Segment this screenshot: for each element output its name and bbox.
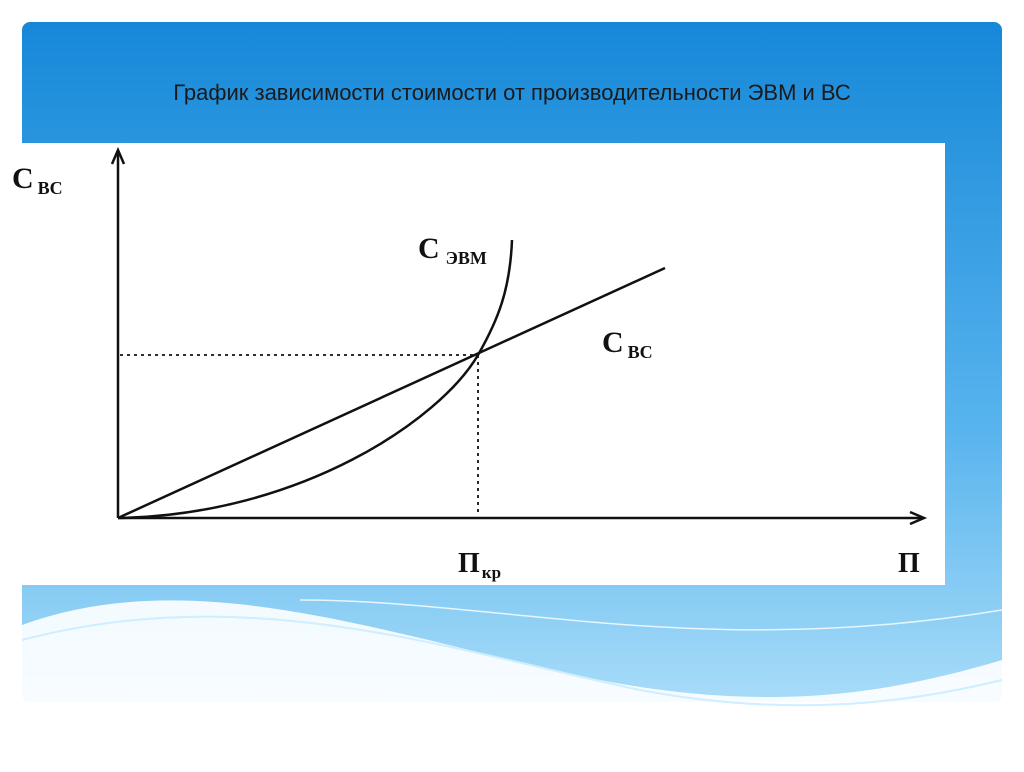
label-main: С (418, 232, 440, 265)
y-arrow (110, 146, 126, 165)
diagram-image (22, 143, 945, 585)
slide-title: График зависимости стоимости от производ… (173, 80, 851, 105)
guides (120, 354, 479, 516)
label-main: С (602, 326, 624, 359)
cost-curve (117, 239, 514, 520)
x-arrow (909, 510, 928, 526)
label-sub: кр (482, 563, 501, 582)
label-sub: ВС (628, 342, 653, 362)
linear-cost-line (117, 266, 666, 520)
label-sub: ЭВМ (446, 248, 487, 268)
curve-label: С ЭВМ (418, 232, 487, 268)
label-main: С (12, 162, 34, 195)
line-label: С ВС (602, 326, 653, 362)
wave (22, 600, 1002, 702)
wave-line (21, 615, 1003, 707)
axes (110, 146, 928, 526)
label-sub: ВС (38, 178, 63, 198)
label-main: П (458, 548, 480, 579)
x-axis-label: П (898, 548, 920, 579)
wave-line (299, 599, 1003, 631)
y-axis-label: С ВС (12, 162, 63, 198)
